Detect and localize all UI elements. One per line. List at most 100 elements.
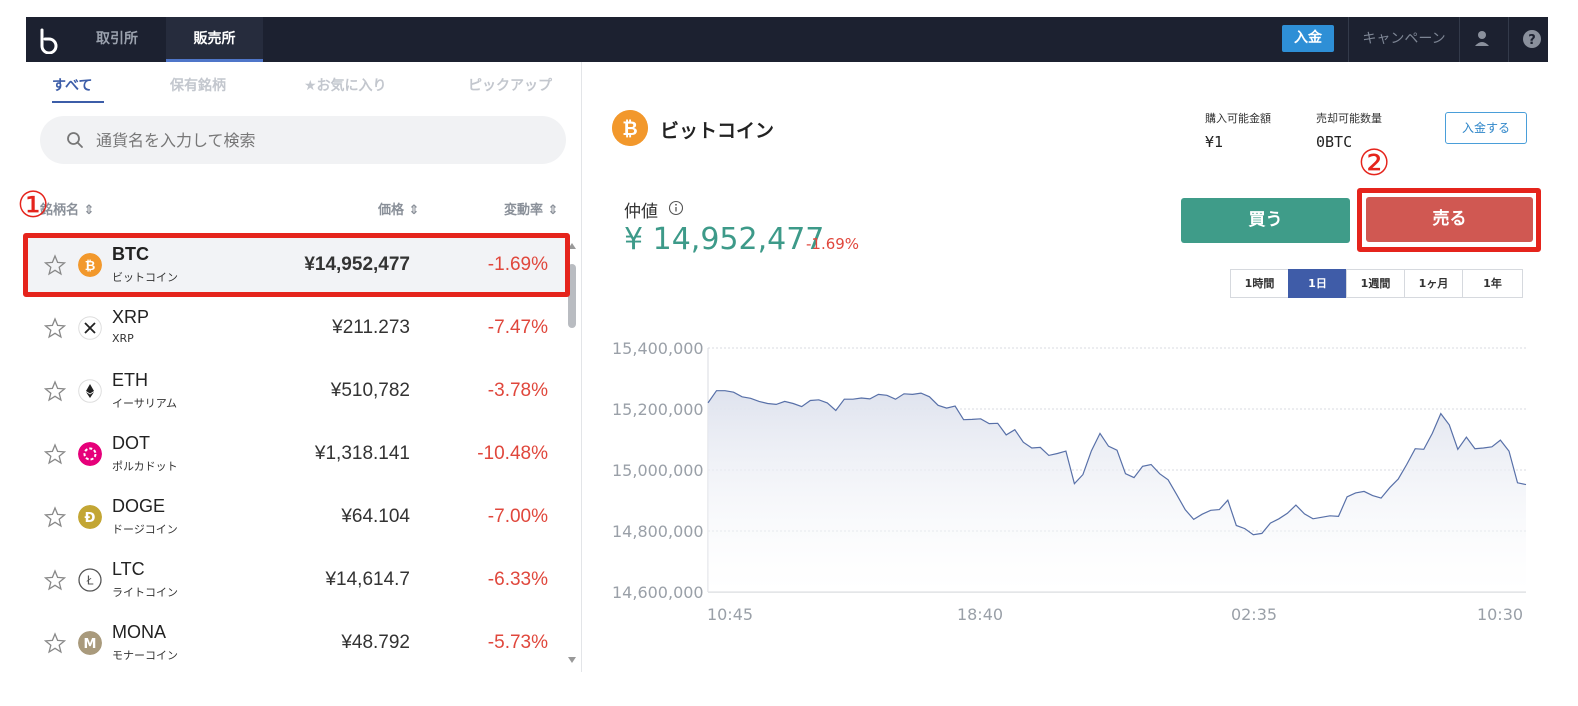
coin-row-dot[interactable]: DOT ポルカドット ¥1,318.141 -10.48% <box>26 423 566 486</box>
scroll-up-arrow-icon[interactable] <box>567 242 577 250</box>
price-area <box>708 390 1526 592</box>
coin-price: ¥14,952,477 <box>304 254 410 275</box>
sellable-quantity-value: 0BTC <box>1316 133 1353 151</box>
favorite-star-icon[interactable] <box>44 254 66 276</box>
coin-price: ¥1,318.141 <box>314 443 410 464</box>
bitcoin-icon: ₿ <box>78 253 102 277</box>
user-icon[interactable] <box>1472 29 1492 49</box>
deposit-funds-button[interactable]: 入金する <box>1445 112 1527 144</box>
price-line <box>707 390 1527 536</box>
favorite-star-icon[interactable] <box>44 506 66 528</box>
coin-title: ビットコイン <box>660 120 775 142</box>
coin-change: -5.73% <box>487 632 548 653</box>
tab-exchange[interactable]: 取引所 <box>96 31 138 47</box>
coin-name: ライトコイン <box>112 586 178 599</box>
coin-change: -7.47% <box>487 317 548 338</box>
period-1y[interactable]: 1年 <box>1462 269 1523 298</box>
favorite-star-icon[interactable] <box>44 380 66 402</box>
favorite-star-icon[interactable] <box>44 569 66 591</box>
period-1m[interactable]: 1ヶ月 <box>1404 269 1463 298</box>
coin-symbol: DOT <box>112 433 150 453</box>
period-1w[interactable]: 1週間 <box>1346 269 1405 298</box>
coin-symbol: LTC <box>112 559 145 579</box>
deposit-button[interactable]: 入金 <box>1282 25 1334 52</box>
svg-text:?: ? <box>1528 33 1536 48</box>
help-icon[interactable]: ? <box>1522 29 1542 49</box>
highlight-box-btc <box>23 233 570 297</box>
column-header-price[interactable]: 価格 ⇕ <box>378 203 420 218</box>
annotation-marker-2: ② <box>1358 143 1391 184</box>
coin-row-doge[interactable]: Ð DOGE ドージコイン ¥64.104 -7.00% <box>26 486 566 549</box>
y-tick-label: 15,200,000 <box>612 400 704 419</box>
coin-list-panel: すべて 保有銘柄 ★お気に入り ピックアップ 銘柄名 ⇕ 価格 ⇕ 変動率 ⇕ … <box>26 62 582 672</box>
column-header-name[interactable]: 銘柄名 ⇕ <box>40 203 95 218</box>
coin-name: モナーコイン <box>112 649 178 662</box>
scroll-down-arrow-icon[interactable] <box>567 656 577 664</box>
coin-row-btc[interactable]: ₿ BTC ビットコイン ¥14,952,477 -1.69% <box>26 234 566 297</box>
scroll-thumb[interactable] <box>568 264 576 328</box>
sell-button[interactable]: 売る <box>1366 197 1533 242</box>
campaign-link[interactable]: キャンペーン <box>1348 17 1460 62</box>
x-tick-label: 10:30 <box>1477 605 1523 624</box>
x-tick-label: 10:45 <box>707 605 753 624</box>
coin-symbol: ETH <box>112 370 148 390</box>
period-1h[interactable]: 1時間 <box>1230 269 1289 298</box>
coin-change: -1.69% <box>487 254 548 275</box>
coin-name: ビットコイン <box>112 271 178 284</box>
coin-change: -3.78% <box>487 380 548 401</box>
coin-symbol: MONA <box>112 622 166 642</box>
coin-name: ドージコイン <box>112 523 178 536</box>
buyable-amount-value: ¥1 <box>1205 133 1224 151</box>
xrp-icon <box>78 316 102 340</box>
favorite-star-icon[interactable] <box>44 443 66 465</box>
price-chart[interactable]: 15,400,000 15,200,000 15,000,000 14,800,000… <box>600 330 1540 630</box>
coin-row-ltc[interactable]: Ł LTC ライトコイン ¥14,614.7 -6.33% <box>26 549 566 612</box>
buyable-amount-label: 購入可能金額 <box>1205 112 1271 125</box>
filter-tab-all[interactable]: すべて <box>52 78 93 94</box>
coin-symbol: XRP <box>112 307 150 327</box>
coin-name: イーサリアム <box>112 397 178 410</box>
svg-text:M: M <box>84 637 97 652</box>
coin-change: -7.00% <box>487 506 548 527</box>
svg-text:Ł: Ł <box>86 574 94 588</box>
bitbank-logo-icon[interactable] <box>34 26 62 54</box>
coin-name: XRP <box>112 332 134 345</box>
mid-price-label: 仲値 <box>624 202 658 222</box>
coin-name: ポルカドット <box>112 460 178 473</box>
coin-row-eth[interactable]: ETH イーサリアム ¥510,782 -3.78% <box>26 360 566 423</box>
annotation-marker-1: ① <box>17 185 50 226</box>
coin-price: ¥14,614.7 <box>325 569 410 590</box>
ethereum-icon <box>78 379 102 403</box>
coin-price: ¥510,782 <box>330 380 410 401</box>
favorite-star-icon[interactable] <box>44 632 66 654</box>
search-input[interactable] <box>96 128 536 152</box>
svg-text:Ð: Ð <box>85 511 96 526</box>
coin-price: ¥64.104 <box>341 506 410 527</box>
column-header-change[interactable]: 変動率 ⇕ <box>504 203 559 218</box>
y-tick-label: 14,800,000 <box>612 522 704 541</box>
filter-tab-favorites[interactable]: ★お気に入り <box>304 78 387 94</box>
info-icon[interactable] <box>668 200 684 216</box>
coin-row-mona[interactable]: M MONA モナーコイン ¥48.792 -5.73% <box>26 612 566 675</box>
x-tick-label: 18:40 <box>957 605 1003 624</box>
dogecoin-icon: Ð <box>78 505 102 529</box>
y-tick-label: 15,000,000 <box>612 461 704 480</box>
divider <box>1508 17 1509 62</box>
filter-tab-holdings[interactable]: 保有銘柄 <box>170 78 226 94</box>
x-tick-label: 02:35 <box>1231 605 1277 624</box>
list-scrollbar[interactable] <box>566 242 578 666</box>
search-box <box>40 116 566 164</box>
tab-sales[interactable]: 販売所 <box>166 17 263 62</box>
coin-row-xrp[interactable]: XRP XRP ¥211.273 -7.47% <box>26 297 566 360</box>
litecoin-icon: Ł <box>78 568 102 592</box>
highlight-box-sell <box>1357 188 1541 252</box>
y-tick-label: 15,400,000 <box>612 339 704 358</box>
favorite-star-icon[interactable] <box>44 317 66 339</box>
coin-change: -10.48% <box>477 443 548 464</box>
buy-button[interactable]: 買う <box>1181 198 1350 243</box>
coin-symbol: BTC <box>112 244 149 264</box>
period-1d[interactable]: 1日 <box>1288 269 1347 298</box>
filter-tab-pickup[interactable]: ピックアップ <box>468 78 552 94</box>
coin-price: ¥211.273 <box>332 317 410 338</box>
sellable-quantity-label: 売却可能数量 <box>1316 112 1382 125</box>
